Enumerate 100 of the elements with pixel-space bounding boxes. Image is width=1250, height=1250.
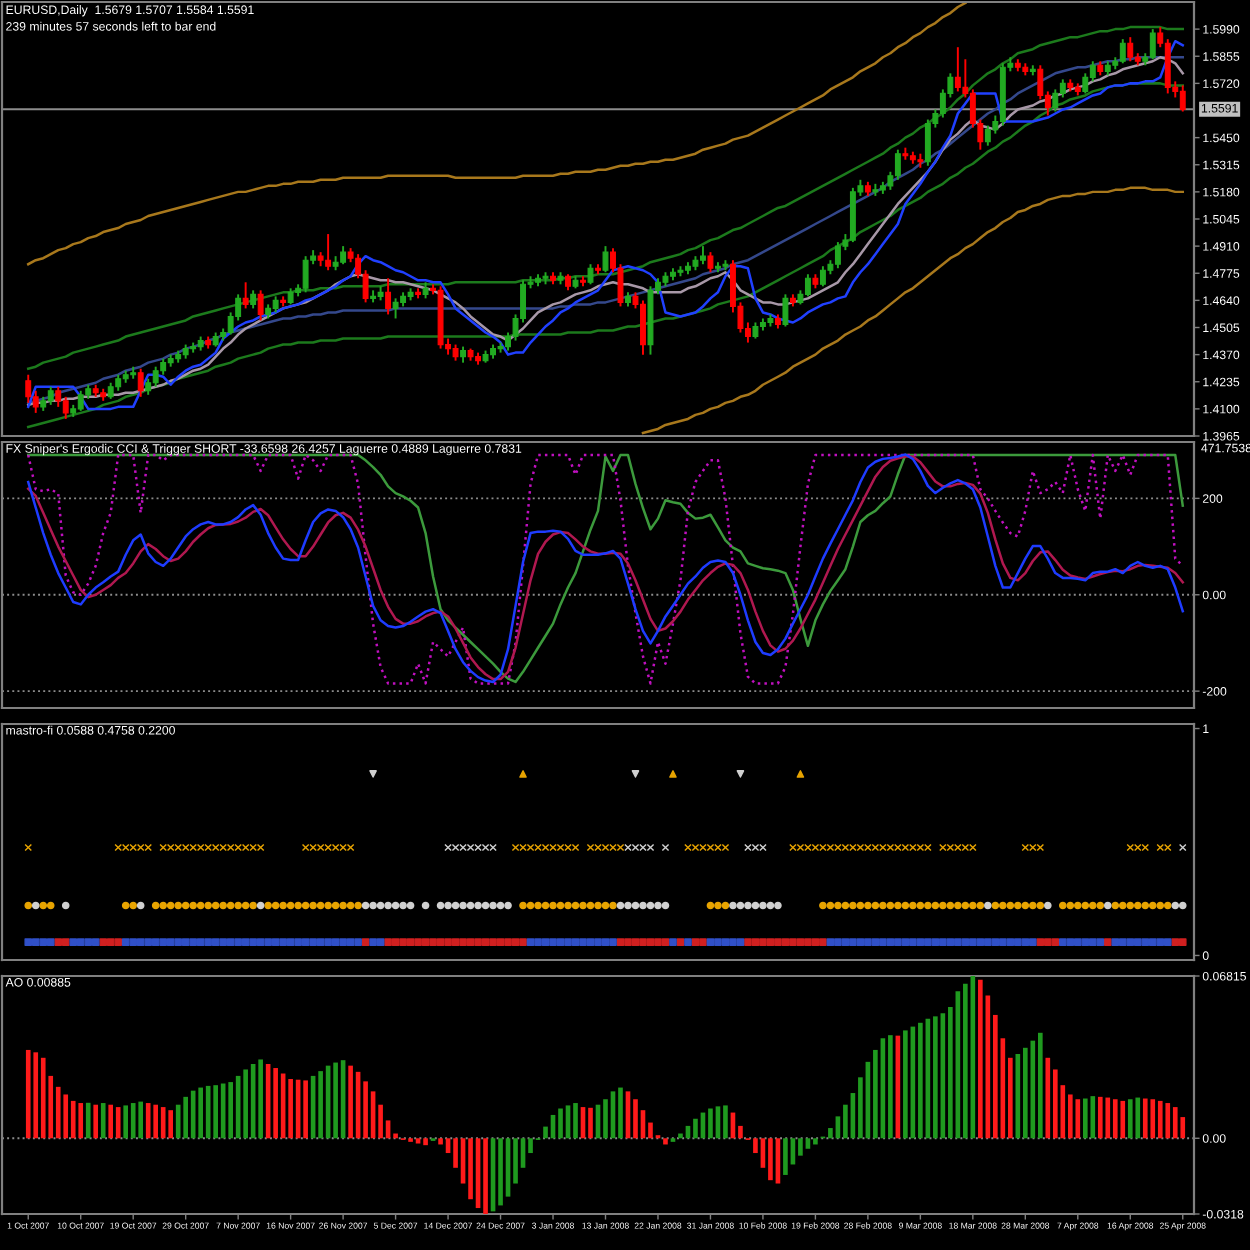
bar (1015, 1053, 1021, 1139)
point (489, 901, 497, 910)
bar (108, 1104, 114, 1139)
point (1036, 938, 1045, 946)
bar (175, 1104, 181, 1139)
candlestick (640, 299, 646, 356)
point (99, 938, 108, 946)
candlestick (1037, 64, 1044, 101)
point (1171, 938, 1180, 946)
bar (33, 1052, 39, 1139)
point (676, 938, 685, 946)
bar (153, 1104, 159, 1139)
point (406, 938, 415, 946)
candlestick (257, 289, 264, 322)
point (406, 901, 415, 910)
point (361, 901, 370, 910)
bar (693, 1118, 698, 1139)
bar (1127, 1099, 1133, 1139)
candlestick (984, 124, 991, 147)
point (984, 901, 992, 910)
bar (813, 1138, 818, 1145)
candlestick (894, 148, 901, 181)
bar (100, 1103, 106, 1139)
point (1178, 901, 1187, 910)
bar (1135, 1097, 1141, 1139)
point (811, 938, 820, 946)
point (759, 901, 767, 910)
bar (483, 1138, 488, 1214)
point (451, 843, 460, 852)
point (796, 938, 805, 946)
point (1178, 843, 1187, 852)
point (751, 938, 760, 946)
point (496, 901, 505, 910)
point (1171, 901, 1180, 910)
bar (258, 1059, 263, 1139)
candlestick (47, 385, 54, 406)
point (136, 901, 145, 910)
candlestick (302, 255, 309, 294)
point (1044, 938, 1052, 946)
bar (1165, 1103, 1171, 1139)
bar (1030, 1040, 1036, 1139)
bar (1045, 1057, 1051, 1139)
candlestick (707, 251, 714, 274)
point (616, 901, 625, 910)
bar (333, 1062, 338, 1139)
bar (1142, 1098, 1148, 1139)
point (399, 901, 407, 910)
point (61, 901, 70, 910)
point (429, 938, 437, 946)
bar (78, 1103, 84, 1139)
point (496, 938, 505, 946)
point (421, 901, 430, 910)
point (1044, 901, 1052, 910)
point (654, 938, 662, 946)
point (736, 770, 745, 778)
point (789, 938, 797, 946)
point (819, 938, 827, 946)
candlestick (587, 263, 594, 286)
candlestick (1052, 88, 1059, 113)
point (511, 938, 520, 946)
point (631, 770, 640, 778)
point (369, 901, 377, 910)
bar (708, 1108, 713, 1139)
point (646, 938, 655, 946)
point (736, 901, 745, 910)
point (744, 901, 752, 910)
bar (183, 1096, 188, 1139)
point (474, 938, 482, 946)
point (661, 843, 670, 852)
candlestick (804, 273, 811, 298)
point (459, 843, 467, 852)
bar (1150, 1099, 1156, 1139)
bar (918, 1022, 923, 1139)
bar (415, 1138, 421, 1144)
candlestick (137, 367, 144, 398)
bar (168, 1110, 173, 1139)
bar (93, 1104, 99, 1139)
bar (468, 1138, 473, 1200)
point (639, 843, 647, 852)
point (489, 843, 497, 852)
point (766, 938, 775, 946)
bar (1105, 1097, 1111, 1139)
candlestick (77, 389, 84, 412)
candlestick (340, 245, 347, 266)
candlestick (1082, 72, 1089, 95)
bar (498, 1138, 503, 1206)
bar (588, 1107, 593, 1139)
point (399, 938, 407, 946)
point (766, 901, 775, 910)
bar (273, 1068, 278, 1139)
candlestick (1149, 28, 1156, 61)
point (256, 901, 265, 910)
bar (318, 1071, 323, 1139)
point (744, 843, 752, 852)
point (451, 901, 460, 910)
point (1051, 938, 1060, 946)
point (444, 938, 452, 946)
candlestick (1119, 38, 1126, 65)
candlestick (392, 297, 399, 320)
point (699, 938, 707, 946)
